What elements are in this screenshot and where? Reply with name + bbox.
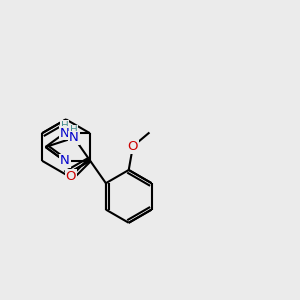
Text: N: N xyxy=(60,154,70,167)
Text: O: O xyxy=(65,170,76,183)
Text: N: N xyxy=(69,131,79,144)
Text: N: N xyxy=(59,127,69,140)
Text: H: H xyxy=(70,125,78,135)
Text: O: O xyxy=(128,140,138,153)
Text: H: H xyxy=(61,121,68,131)
